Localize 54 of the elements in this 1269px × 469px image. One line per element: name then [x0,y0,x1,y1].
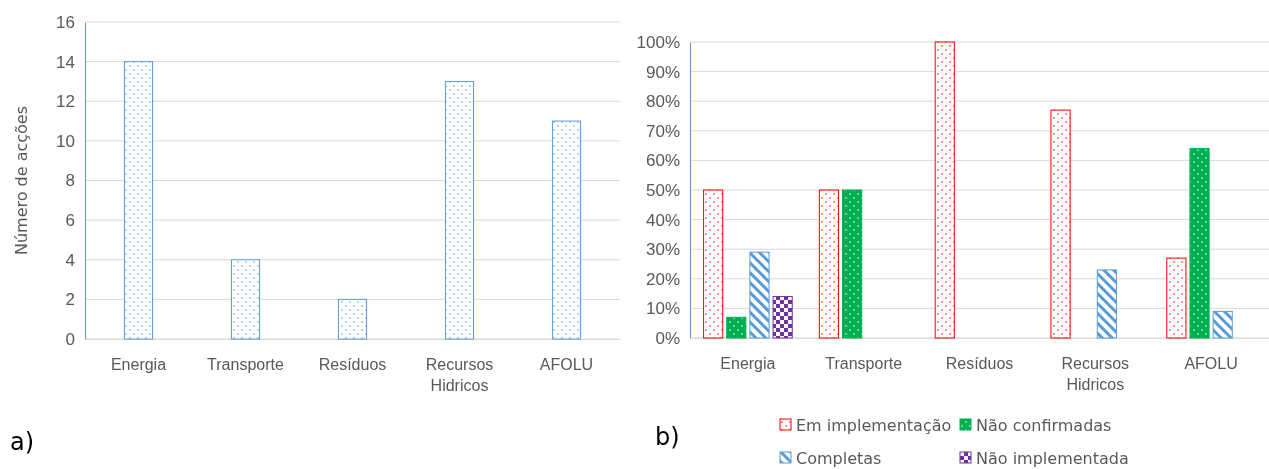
y-axis-title: Número de acções [12,105,31,256]
bar [230,259,261,340]
bar [1096,269,1117,339]
y-tick-label: 16 [56,12,75,32]
x-tick-label: AFOLU [1184,355,1238,373]
x-tick-label: Transporte [207,356,284,374]
legend-label: Não confirmadas [976,415,1112,435]
bar [1189,148,1210,339]
x-tick-label: Resíduos [318,356,387,374]
y-tick-label: 14 [56,52,75,72]
x-tick-label: Recursos Hidricos [425,356,494,395]
bar [1166,257,1187,339]
y-tick-label: 8 [65,171,75,191]
bar [1050,109,1071,339]
bar [123,61,154,340]
x-tick-label: Energia [720,355,776,373]
y-tick-label: 0% [655,328,680,348]
bar [1212,310,1233,339]
y-tick-label: 70% [645,121,680,141]
x-tick-label: Energia [110,356,167,374]
y-tick-label: 60% [645,151,680,171]
y-tick-label: 4 [65,250,75,270]
y-tick-label: 6 [65,211,75,231]
text: b) [655,423,680,451]
y-tick-label: 2 [65,290,75,310]
x-tick-label: Recursos Hidricos [1061,355,1130,394]
legend-label: Não implementada [976,448,1129,468]
bar [818,189,840,339]
x-tick-label: AFOLU [539,356,594,374]
legend-label: Em implementação [796,415,952,435]
bar [444,80,475,340]
bar [772,296,793,339]
x-tick-label: Transporte [825,355,903,373]
y-tick-label: 50% [645,180,680,200]
y-tick-label: 0 [65,329,75,349]
bar [551,120,582,340]
bar [842,189,863,339]
y-tick-label: 20% [645,269,680,289]
y-tick-label: 90% [645,62,680,82]
y-tick-label: 10 [56,131,75,151]
y-tick-label: 30% [645,240,680,260]
bar [934,41,955,339]
y-tick-label: 12 [56,92,75,112]
y-tick-label: 10% [645,299,680,319]
y-tick-label: 80% [645,92,680,112]
y-tick-label: 100% [636,32,680,52]
bar [749,251,770,339]
bar [726,316,747,339]
y-tick-label: 40% [645,210,680,230]
x-tick-label: Resíduos [945,355,1014,373]
bar [703,189,724,339]
bar [337,298,368,340]
text: a) [10,428,35,456]
legend-label: Completas [796,448,882,468]
